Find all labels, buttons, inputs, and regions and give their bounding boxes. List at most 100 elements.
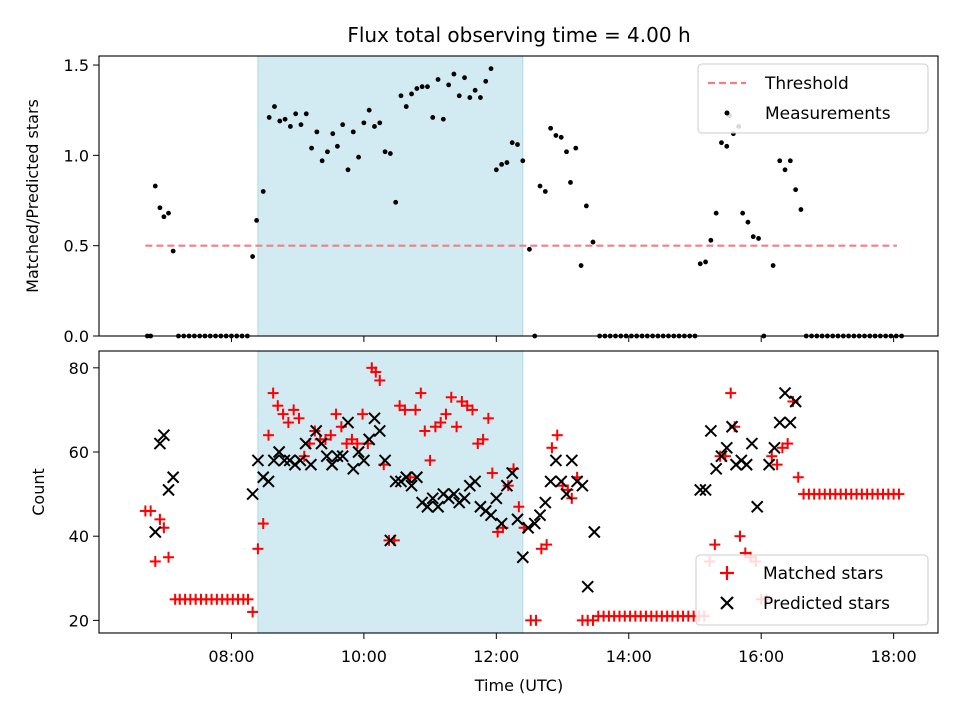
predicted-stars-series [149,386,802,593]
predicted-stars-point [341,416,355,429]
measurement-point [472,87,478,93]
predicted-stars-point [262,475,275,488]
measurement-point [366,107,372,113]
predicted-stars-point [431,500,445,513]
matched-stars-point [325,429,337,441]
predicted-stars-point [500,479,514,492]
predicted-stars-point [153,437,167,450]
predicted-stars-point [495,517,508,530]
predicted-stars-point [400,471,413,484]
top-y-axis-label: Matched/Predicted stars [23,99,42,293]
x-tick-label: 18:00 [871,647,917,666]
matched-stars-point [293,412,305,424]
matched-stars-point [771,459,783,471]
matched-stars-point [149,555,161,567]
measurement-point [382,149,388,155]
measurement-point [542,189,548,194]
measurement-point [713,210,719,216]
observing-window-band [257,55,524,337]
measurement-point [573,145,579,151]
predicted-stars-point [378,454,392,467]
measurement-point [325,149,330,155]
predicted-stars-point [565,454,579,467]
matched-stars-point [486,467,498,479]
measurement-point [553,133,559,138]
predicted-stars-point [315,437,328,450]
bottom-legend-box [695,554,929,626]
bottom-y-axis-label: Count [29,468,48,516]
measurement-point [319,158,325,164]
predicted-stars-point [373,424,386,438]
predicted-stars-point [581,580,594,593]
predicted-stars-point [555,475,568,488]
predicted-stars-point [410,471,424,484]
predicted-stars-point [157,428,171,442]
predicted-stars-point [352,445,365,459]
predicted-stars-point [560,487,573,501]
matched-stars-point [374,374,386,386]
x-tick-label: 14:00 [606,647,652,666]
predicted-stars-point [516,551,530,564]
predicted-stars-point [704,424,718,438]
predicted-stars-point [715,450,728,463]
matched-stars-point [415,387,427,399]
y-tick-label: 0.0 [64,327,89,346]
predicted-stars-point [347,462,360,476]
matched-stars-point [709,539,721,551]
measurement-point [793,187,799,193]
measurement-point [293,111,299,117]
measurement-point [435,77,441,82]
x-tick-label: 08:00 [208,647,254,666]
measurement-point [548,125,554,131]
measurement-point [777,158,783,164]
x-tick-label: 12:00 [473,647,519,666]
measurement-point [462,75,467,81]
measurement-point [740,210,746,216]
matched-stars-point [782,438,794,450]
x-tick-label: 10:00 [341,647,387,666]
top-legend-box [697,63,929,134]
bottom-shaded-region [257,350,524,634]
measurement-point [697,261,703,267]
bottom-plot-frame [98,350,939,634]
predicted-stars-point [506,466,519,480]
predicted-stars-point [773,416,786,429]
predicted-stars-point [278,454,291,467]
top-legend: Threshold Measurements [697,63,929,134]
measurement-point [787,158,793,164]
predicted-stars-point [320,450,334,463]
measurement-point [387,151,393,156]
predicted-stars-point [778,386,792,400]
predicted-stars-point [357,454,371,467]
predicted-stars-point [331,450,344,463]
matched-stars-point [399,404,411,416]
predicted-stars-point [426,492,439,505]
measurement-point [488,66,494,72]
matched-stars-point [893,488,905,500]
measurement-point [451,71,457,77]
predicted-stars-legend-label: Predicted stars [763,594,890,614]
predicted-stars-point [709,462,723,476]
top-x-ticks [230,336,895,342]
measurement-point [527,246,532,252]
measurement-point [564,149,569,155]
predicted-stars-point [421,500,434,513]
bottom-x-ticks: 08:00 10:00 12:00 14:00 16:00 18:00 [208,633,917,666]
predicted-stars-point [762,458,776,471]
matched-stars-point [145,505,157,517]
matched-stars-point [424,454,436,466]
measurement-point [430,115,436,120]
predicted-stars-point [389,475,402,488]
measurement-point [708,237,714,243]
measurement-point [170,248,176,254]
predicted-stars-point [511,513,524,526]
predicted-stars-point [745,437,759,450]
measurement-point [250,254,256,259]
measurement-point [266,115,272,120]
matched-stars-point [792,471,804,483]
measurement-point [756,236,761,241]
measurement-point [515,142,520,147]
predicted-stars-point [725,420,739,433]
measurement-point [483,78,489,84]
